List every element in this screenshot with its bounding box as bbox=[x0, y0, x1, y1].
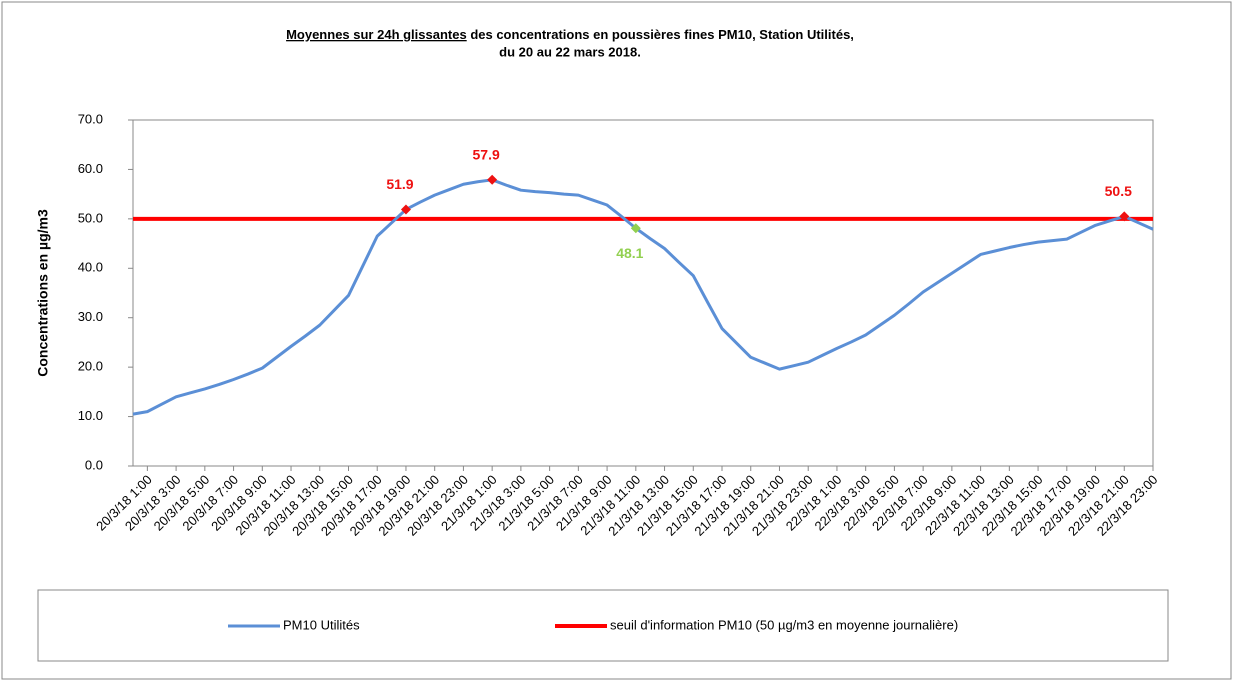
plot-area bbox=[132, 119, 1154, 467]
legend-label: PM10 Utilités bbox=[283, 617, 360, 632]
data-label: 50.5 bbox=[1105, 183, 1132, 199]
chart-subtitle: du 20 au 22 mars 2018. bbox=[499, 44, 641, 59]
data-label: 51.9 bbox=[386, 176, 413, 192]
series-line bbox=[132, 178, 1154, 416]
y-axis-title: Concentrations en µg/m3 bbox=[35, 209, 51, 377]
chart-title: Moyennes sur 24h glissantes des concentr… bbox=[286, 27, 854, 42]
y-tick-label: 10.0 bbox=[78, 408, 103, 423]
y-tick-label: 0.0 bbox=[85, 457, 103, 472]
data-label: 57.9 bbox=[473, 147, 500, 163]
highlight-marker bbox=[487, 174, 498, 185]
data-label: 48.1 bbox=[616, 245, 643, 261]
y-tick-label: 20.0 bbox=[78, 359, 103, 374]
legend-box bbox=[37, 589, 1169, 662]
y-tick-label: 30.0 bbox=[78, 309, 103, 324]
y-tick-label: 70.0 bbox=[78, 111, 103, 126]
legend-label: seuil d'information PM10 (50 µg/m3 en mo… bbox=[610, 617, 958, 632]
highlight-marker bbox=[630, 223, 641, 234]
title-underlined: Moyennes sur 24h glissantes bbox=[286, 27, 467, 42]
y-tick-label: 50.0 bbox=[78, 210, 103, 225]
highlight-marker bbox=[400, 204, 411, 215]
title-rest: des concentrations en poussières fines P… bbox=[467, 27, 854, 42]
y-tick-label: 40.0 bbox=[78, 260, 103, 275]
highlight-marker bbox=[1119, 211, 1130, 222]
y-tick-label: 60.0 bbox=[78, 161, 103, 176]
